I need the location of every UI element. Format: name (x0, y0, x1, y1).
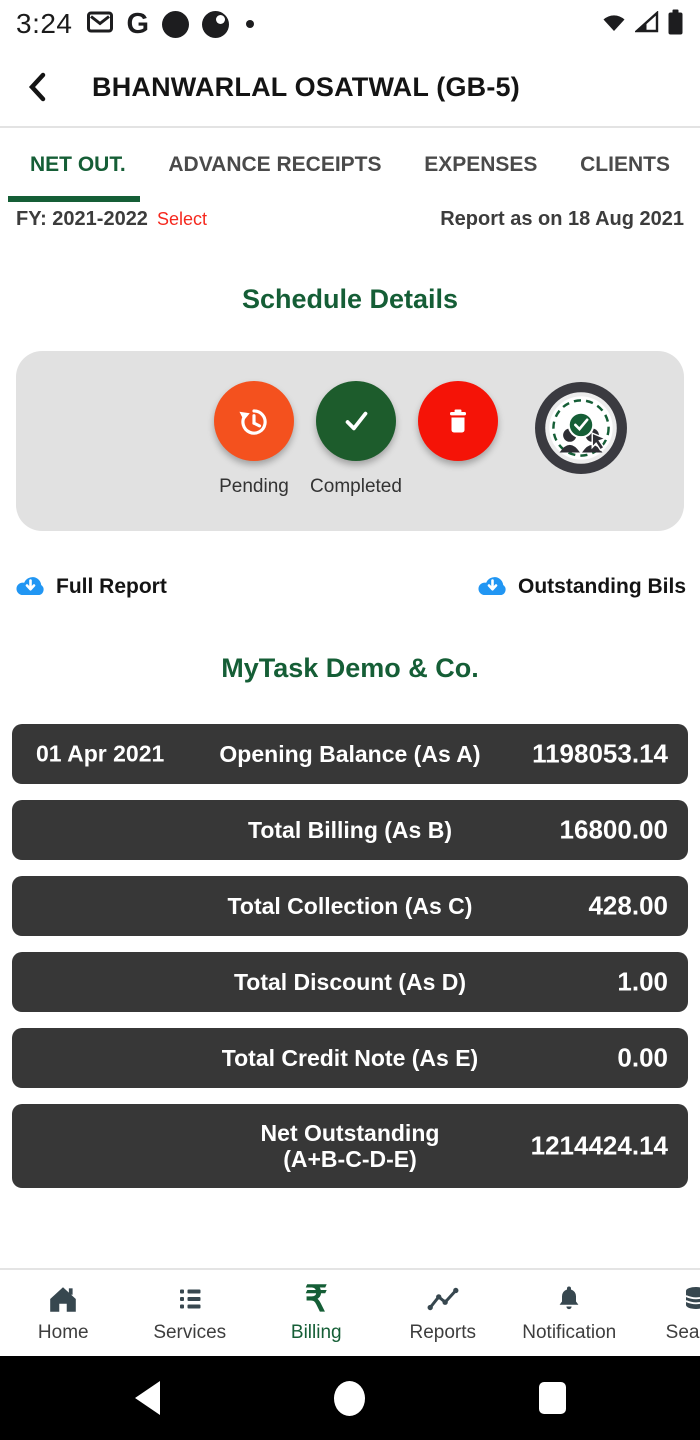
page-title: BHANWARLAL OSATWAL (GB-5) (92, 71, 520, 102)
nav-search[interactable]: Search (633, 1270, 700, 1356)
completed-label: Completed (310, 476, 402, 497)
row-value: 428.00 (588, 890, 668, 921)
google-icon: G (126, 7, 150, 40)
nav-search-label: Search (665, 1321, 700, 1343)
row-value: 16800.00 (559, 814, 668, 845)
cell-signal-icon (633, 9, 659, 38)
fy-label: FY: 2021-2022 (16, 208, 148, 230)
full-report-button[interactable]: Full Report (14, 571, 167, 603)
company-name: MyTask Demo & Co. (221, 653, 479, 683)
nav-home[interactable]: Home (0, 1270, 127, 1356)
row-label-formula: (A+B-C-D-E) (283, 1146, 417, 1172)
report-date: Report as on 18 Aug 2021 (440, 208, 684, 230)
fy-select-link[interactable]: Select (156, 209, 207, 229)
app-header: BHANWARLAL OSATWAL (GB-5) (0, 48, 700, 128)
cloud-download-icon (476, 571, 507, 603)
status-bar: 3:24 G (0, 0, 700, 48)
more-notifications-dot-icon (246, 20, 255, 28)
completed-button[interactable]: Completed (306, 381, 406, 498)
row-net-outstanding[interactable]: Net Outstanding (A+B-C-D-E) 1214424.14 (12, 1104, 688, 1188)
row-total-billing[interactable]: Total Billing (As B) 16800.00 (12, 800, 688, 860)
pending-button[interactable]: Pending (204, 381, 304, 498)
nav-notification-label: Notification (522, 1321, 617, 1343)
notification-dot-icon (162, 10, 190, 38)
nav-notification[interactable]: Notification (506, 1270, 633, 1356)
app-circle-icon (202, 10, 230, 38)
nav-billing[interactable]: ₹ Billing (253, 1270, 380, 1356)
check-icon[interactable] (316, 381, 396, 461)
tab-bar: NET OUT. ADVANCE RECEIPTS EXPENSES CLIEN… (0, 128, 700, 202)
row-opening-balance[interactable]: 01 Apr 2021 Opening Balance (As A) 11980… (12, 724, 688, 784)
row-label: Total Credit Note (As E) (221, 1044, 479, 1071)
nav-billing-label: Billing (290, 1321, 342, 1343)
row-label: Opening Balance (As A) (219, 740, 481, 767)
gmail-icon (86, 8, 114, 41)
android-navigation-bar (0, 1356, 700, 1440)
row-total-credit-note[interactable]: Total Credit Note (As E) 0.00 (12, 1028, 688, 1088)
full-report-label: Full Report (56, 575, 167, 598)
tab-expenses[interactable]: EXPENSES (424, 153, 538, 176)
nav-reports[interactable]: Reports (380, 1270, 507, 1356)
row-value: 0.00 (617, 1042, 668, 1073)
tab-net-out[interactable]: NET OUT. (30, 153, 126, 176)
pending-label: Pending (219, 476, 289, 497)
row-total-discount[interactable]: Total Discount (As D) 1.00 (12, 952, 688, 1012)
battery-icon (667, 8, 684, 41)
billing-rupee-icon: ₹ (304, 1277, 328, 1319)
filter-row: FY: 2021-2022 Select Report as on 18 Aug… (0, 208, 700, 238)
row-value: 1214424.14 (530, 1130, 668, 1161)
nav-services-label: Services (153, 1321, 227, 1343)
nav-home-label: Home (37, 1321, 89, 1343)
android-recents-icon[interactable] (538, 1382, 566, 1414)
tab-advance-receipts[interactable]: ADVANCE RECEIPTS (168, 153, 382, 176)
row-value: 1.00 (617, 966, 668, 997)
row-total-collection[interactable]: Total Collection (As C) 428.00 (12, 876, 688, 936)
android-back-icon[interactable] (134, 1381, 160, 1415)
summary-rows: 01 Apr 2021 Opening Balance (As A) 11980… (0, 724, 700, 1188)
services-list-icon (175, 1283, 205, 1315)
deleted-button[interactable] (408, 381, 508, 461)
row-label: Total Collection (As C) (227, 892, 473, 919)
home-icon (47, 1283, 79, 1315)
reports-chart-icon (427, 1283, 459, 1315)
nav-services[interactable]: Services (127, 1270, 254, 1356)
row-value: 1198053.14 (532, 738, 668, 769)
wifi-icon (601, 11, 627, 38)
cloud-download-icon (14, 571, 45, 603)
tab-clients[interactable]: CLIENTS (580, 153, 670, 176)
row-label: Total Billing (As B) (247, 816, 452, 843)
search-stack-icon (681, 1283, 700, 1315)
mytask-logo (526, 381, 636, 475)
trash-icon[interactable] (418, 381, 498, 461)
outstanding-bills-label: Outstanding Bils (518, 575, 686, 598)
android-home-icon[interactable] (333, 1380, 365, 1416)
back-button[interactable] (26, 70, 56, 104)
history-icon[interactable] (214, 381, 294, 461)
row-date: 01 Apr 2021 (36, 740, 165, 767)
nav-reports-label: Reports (409, 1321, 477, 1343)
clock-time: 3:24 (16, 8, 73, 39)
schedule-heading: Schedule Details (241, 284, 459, 314)
outstanding-bills-button[interactable]: Outstanding Bils (476, 571, 686, 603)
row-label: Total Discount (As D) (233, 968, 467, 995)
bottom-nav: Home Services ₹ Billing Reports (0, 1268, 700, 1356)
notification-bell-icon (554, 1283, 584, 1315)
download-row: Full Report Outstanding Bils (0, 571, 700, 603)
active-tab-indicator (8, 196, 140, 202)
schedule-card: Pending Completed (16, 351, 684, 531)
row-label: Net Outstanding (260, 1119, 440, 1146)
